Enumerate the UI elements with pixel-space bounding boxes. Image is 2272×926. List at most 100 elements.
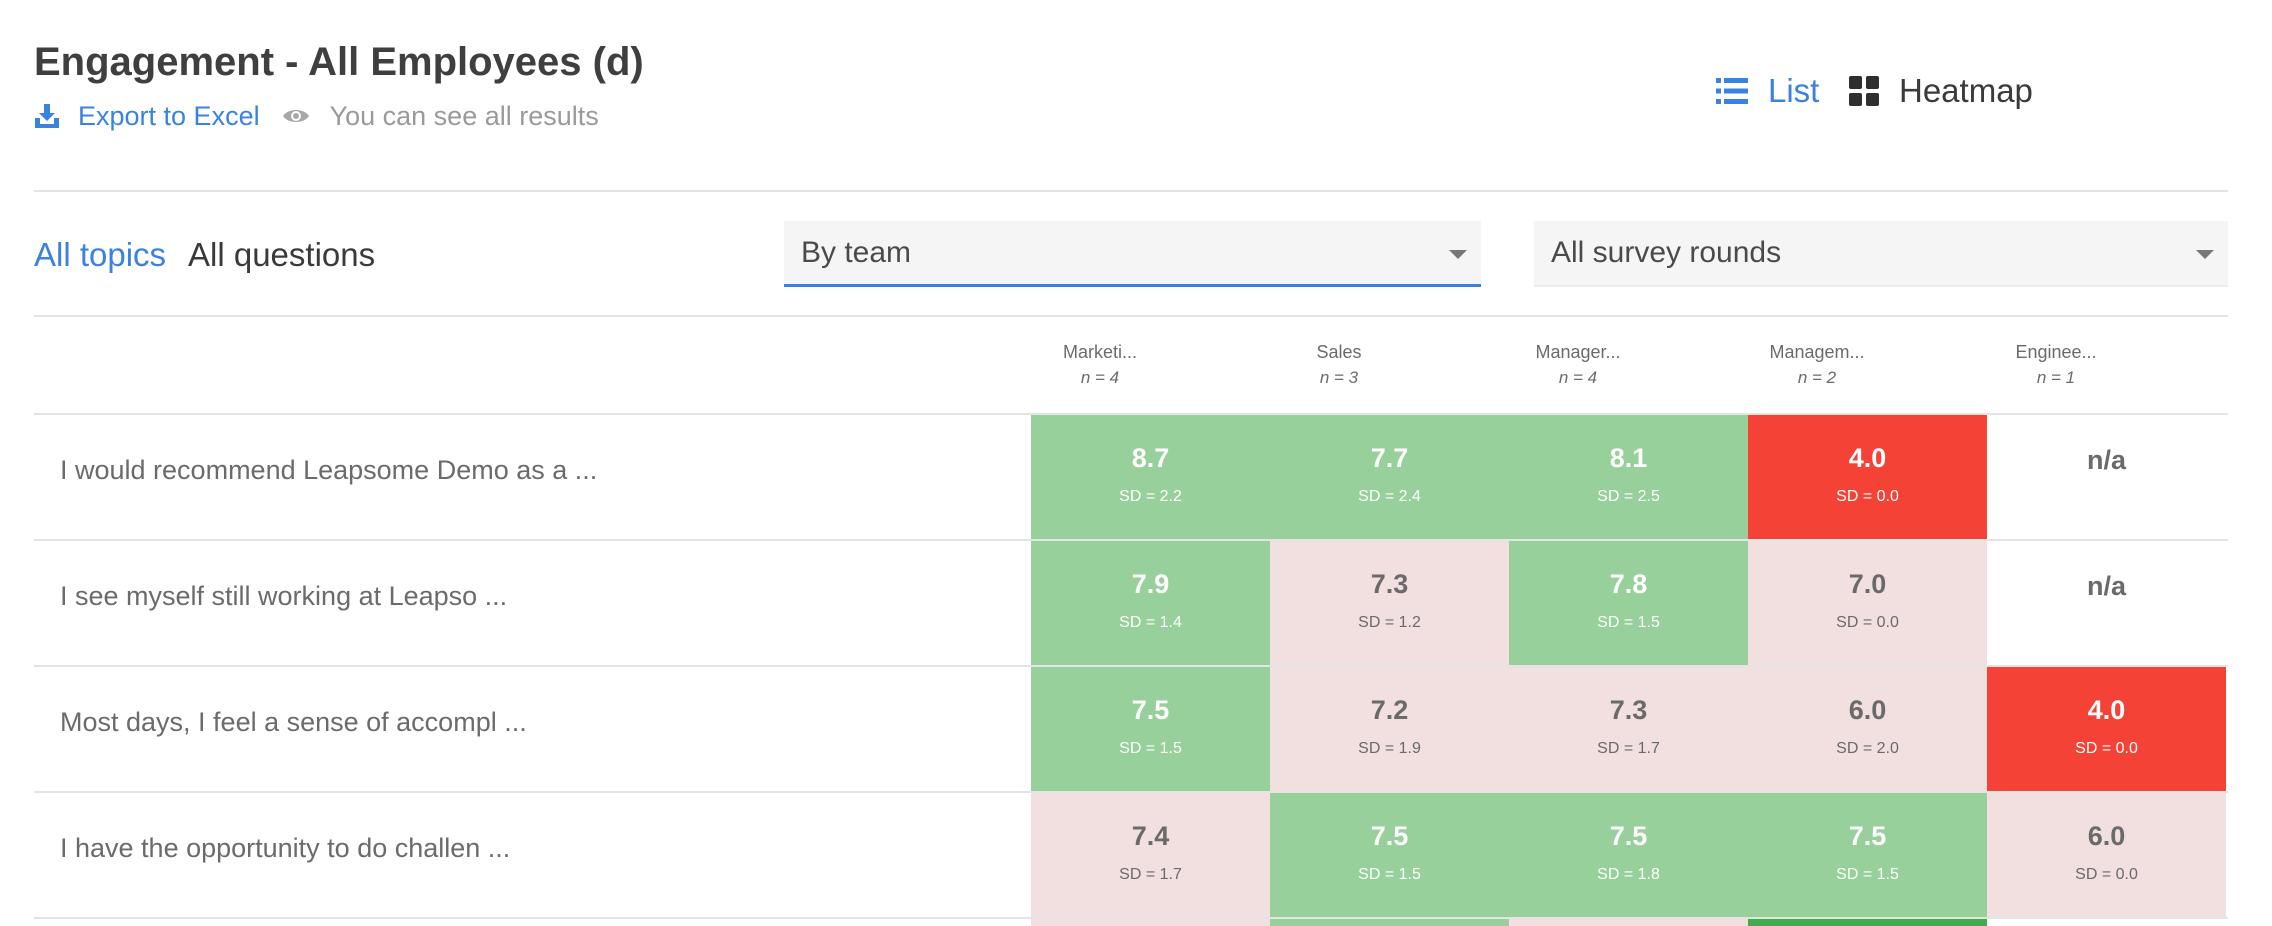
score-mean: 6.0	[2087, 821, 2126, 851]
caret-down-icon	[1449, 250, 1467, 259]
score-cell[interactable]: 7.4 SD = 1.7	[1031, 793, 1270, 919]
score-cell[interactable]: 7.5 SD = 1.5	[1270, 793, 1509, 919]
score-mean: 7.9	[1131, 569, 1170, 599]
score-sd: SD = 2.2	[1119, 488, 1182, 505]
score-mean: 4.0	[2087, 695, 2126, 725]
score-sd: SD = 1.5	[1358, 866, 1421, 883]
score-sd: SD = 1.9	[1358, 740, 1421, 757]
score-cell[interactable]: 6.0 SD = 0.0	[1987, 793, 2226, 919]
tab-all-questions[interactable]: All questions	[188, 236, 376, 273]
score-mean: 7.8	[1609, 569, 1648, 599]
column-header-marketing: Marketi... n = 4	[1025, 342, 1175, 388]
score-cell[interactable]: 7.3 SD = 1.2	[1270, 541, 1509, 667]
column-name: Managem...	[1769, 342, 1865, 362]
score-cell[interactable]: 8.7 SD = 2.2	[1031, 415, 1270, 541]
score-mean: 7.5	[1131, 695, 1170, 725]
column-name: Manager...	[1535, 342, 1621, 362]
score-cell[interactable]: 7.0 SD = 0.0	[1748, 541, 1987, 667]
column-count: n = 2	[1797, 368, 1837, 387]
question-label: I have the opportunity to do challen ...	[60, 833, 511, 863]
score-mean: 7.4	[1131, 821, 1170, 851]
score-cell[interactable]: n/a	[1987, 415, 2226, 541]
filters-divider	[34, 315, 2228, 317]
score-sd: SD = 1.4	[1119, 614, 1182, 631]
score-mean: n/a	[2086, 445, 2126, 475]
score-cell[interactable]: 7.2 SD = 1.9	[1270, 667, 1509, 793]
list-view-toggle[interactable]: List	[1716, 72, 1819, 110]
column-count: n = 4	[1558, 368, 1598, 387]
visibility-label: You can see all results	[329, 100, 599, 131]
caret-down-icon	[2196, 250, 2214, 259]
survey-rounds-select[interactable]: All survey rounds	[1534, 221, 2228, 287]
grid-icon	[1849, 76, 1879, 106]
score-mean: 8.1	[1609, 443, 1648, 473]
visibility-note: You can see all results	[282, 101, 599, 132]
question-label: I would recommend Leapsome Demo as a ...	[60, 455, 598, 485]
score-cell[interactable]: 6.0 SD = 2.0	[1748, 667, 1987, 793]
column-header-managers: Manager... n = 4	[1503, 342, 1653, 388]
score-cell[interactable]: 8.1 SD = 2.5	[1509, 415, 1748, 541]
score-cell[interactable]: 7.3 SD = 1.7	[1509, 667, 1748, 793]
score-mean: 8.7	[1131, 443, 1170, 473]
table-row: Most days, I feel a sense of accompl ...…	[34, 667, 2228, 793]
column-header-management: Managem... n = 2	[1742, 342, 1892, 388]
table-row: I see myself still working at Leapso ...…	[34, 541, 2228, 667]
eye-icon	[282, 110, 309, 122]
score-cell[interactable]: 7.7 SD = 2.4	[1270, 415, 1509, 541]
header-divider	[34, 190, 2228, 192]
table-row: I have the opportunity to do challen ...…	[34, 793, 2228, 919]
export-to-excel-link[interactable]: Export to Excel	[34, 101, 260, 132]
score-mean: 7.5	[1370, 821, 1409, 851]
score-sd: SD = 1.7	[1119, 866, 1182, 883]
partial-cell	[1748, 919, 1987, 926]
score-cell[interactable]: 7.5 SD = 1.5	[1748, 793, 1987, 919]
column-count: n = 1	[2036, 368, 2076, 387]
column-name: Marketi...	[1062, 342, 1137, 362]
score-cell[interactable]: 4.0 SD = 0.0	[1987, 667, 2226, 793]
score-cell[interactable]: 7.5 SD = 1.5	[1031, 667, 1270, 793]
list-icon	[1716, 78, 1748, 104]
question-label: I see myself still working at Leapso ...	[60, 581, 508, 611]
score-sd: SD = 0.0	[2075, 866, 2138, 883]
score-mean: 6.0	[1848, 695, 1887, 725]
score-mean: 7.5	[1848, 821, 1887, 851]
score-mean: 7.3	[1609, 695, 1648, 725]
score-mean: 7.7	[1370, 443, 1409, 473]
group-by-select[interactable]: By team	[784, 221, 1481, 287]
question-label: Most days, I feel a sense of accompl ...	[60, 707, 527, 737]
column-count: n = 4	[1080, 368, 1120, 387]
score-cell[interactable]: 4.0 SD = 0.0	[1748, 415, 1987, 541]
heatmap-view-label: Heatmap	[1899, 72, 2033, 109]
download-icon	[35, 104, 59, 128]
score-cell[interactable]: 7.8 SD = 1.5	[1509, 541, 1748, 667]
page-title: Engagement - All Employees (d)	[34, 40, 644, 84]
score-sd: SD = 0.0	[1836, 488, 1899, 505]
score-sd: SD = 1.8	[1597, 866, 1660, 883]
row-divider	[34, 539, 2228, 541]
score-mean: 7.2	[1370, 695, 1409, 725]
score-sd: SD = 1.5	[1597, 614, 1660, 631]
column-count: n = 3	[1319, 368, 1359, 387]
export-label: Export to Excel	[78, 100, 260, 131]
column-header-engineering: Enginee... n = 1	[1981, 342, 2131, 388]
header-actions: Export to Excel You can see all results	[34, 98, 599, 134]
row-divider	[34, 665, 2228, 667]
score-cell[interactable]: 7.9 SD = 1.4	[1031, 541, 1270, 667]
next-row-partial	[1031, 919, 1987, 926]
score-sd: SD = 1.5	[1119, 740, 1182, 757]
table-header-divider	[34, 413, 2228, 415]
score-cell[interactable]: n/a	[1987, 541, 2226, 667]
score-sd: SD = 1.7	[1597, 740, 1660, 757]
group-by-value: By team	[801, 235, 912, 269]
heatmap-view-toggle[interactable]: Heatmap	[1849, 72, 2033, 110]
tab-all-topics[interactable]: All topics	[34, 236, 167, 273]
column-header-sales: Sales n = 3	[1264, 342, 1414, 388]
partial-cell	[1031, 919, 1270, 926]
list-view-label: List	[1768, 72, 1820, 109]
row-divider	[34, 791, 2228, 793]
survey-rounds-value: All survey rounds	[1551, 236, 1782, 269]
score-mean: n/a	[2086, 571, 2126, 601]
score-cell[interactable]: 7.5 SD = 1.8	[1509, 793, 1748, 919]
partial-cell	[1270, 919, 1509, 926]
